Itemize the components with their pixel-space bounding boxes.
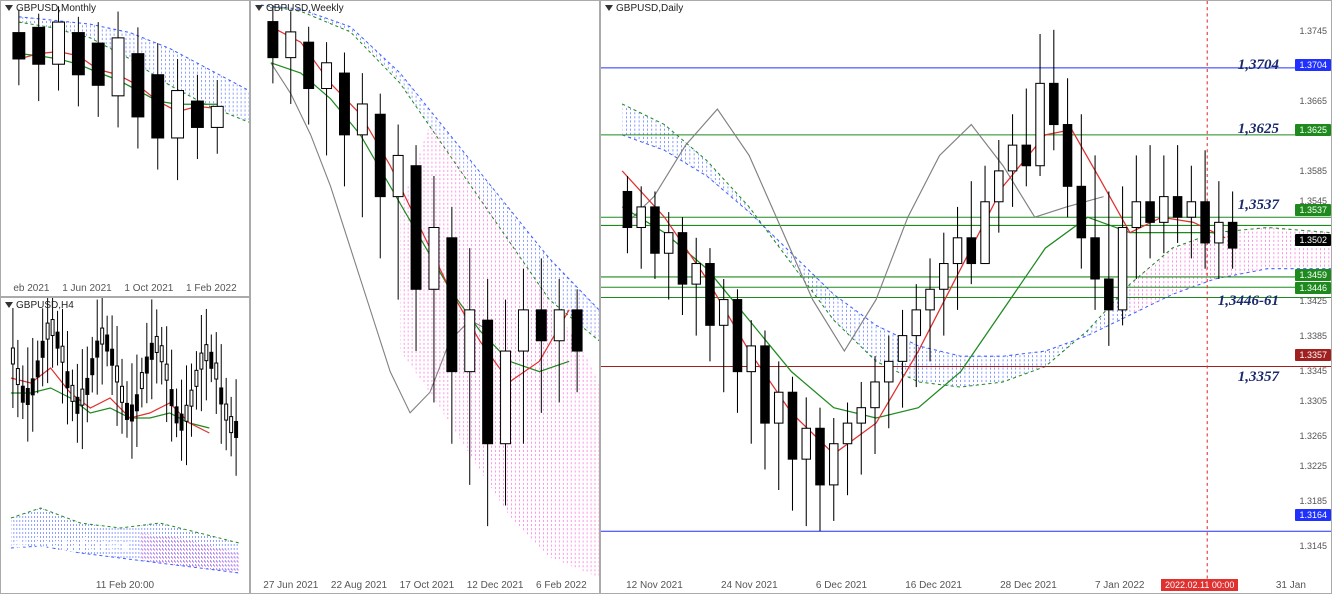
dropdown-icon: [605, 5, 613, 11]
price-tag: 1.3704: [1295, 59, 1331, 71]
price-tag: 1.3537: [1295, 204, 1331, 216]
price-tag: 1.3164: [1295, 509, 1331, 521]
price-tag: 1.3446: [1295, 282, 1331, 294]
panel-title: GBPUSD,H4: [5, 300, 74, 311]
panel-daily[interactable]: GBPUSD,Daily 1.37451.36651.35851.35451.3…: [600, 0, 1332, 594]
date-tag: 2022.02.11 00:00: [1161, 579, 1238, 591]
level-label: 1,3446-61: [1218, 293, 1279, 310]
price-tag: 1.3357: [1295, 349, 1331, 361]
panel-title: GBPUSD,Monthly: [5, 3, 96, 14]
price-tag: 1.3459: [1295, 269, 1331, 281]
dropdown-icon: [255, 5, 263, 11]
level-label: 1,3357: [1238, 369, 1279, 386]
dropdown-icon: [5, 302, 13, 308]
watermark-logo: ❋instaforex Instant Forex Trading: [12, 534, 131, 566]
level-label: 1,3704: [1238, 57, 1279, 74]
price-tag: 1.3625: [1295, 124, 1331, 136]
level-label: 1,3625: [1238, 121, 1279, 138]
x-axis: 27 Jun 202122 Aug 202117 Oct 202112 Dec …: [251, 580, 599, 591]
x-axis: 11 Feb 20:00: [1, 580, 249, 591]
chart-canvas[interactable]: [251, 1, 599, 593]
level-label: 1,3537: [1238, 197, 1279, 214]
price-tag: 1.3502: [1295, 234, 1331, 246]
panel-monthly[interactable]: GBPUSD,Monthly eb 20211 Jun 20211 Oct 20…: [0, 0, 250, 297]
panel-title: GBPUSD,Weekly: [255, 3, 344, 14]
x-axis: eb 20211 Jun 20211 Oct 20211 Feb 2022: [1, 283, 249, 294]
panel-weekly[interactable]: GBPUSD,Weekly 27 Jun 202122 Aug 202117 O…: [250, 0, 600, 594]
panel-title: GBPUSD,Daily: [605, 3, 683, 14]
dropdown-icon: [5, 5, 13, 11]
chart-canvas[interactable]: [1, 1, 249, 296]
